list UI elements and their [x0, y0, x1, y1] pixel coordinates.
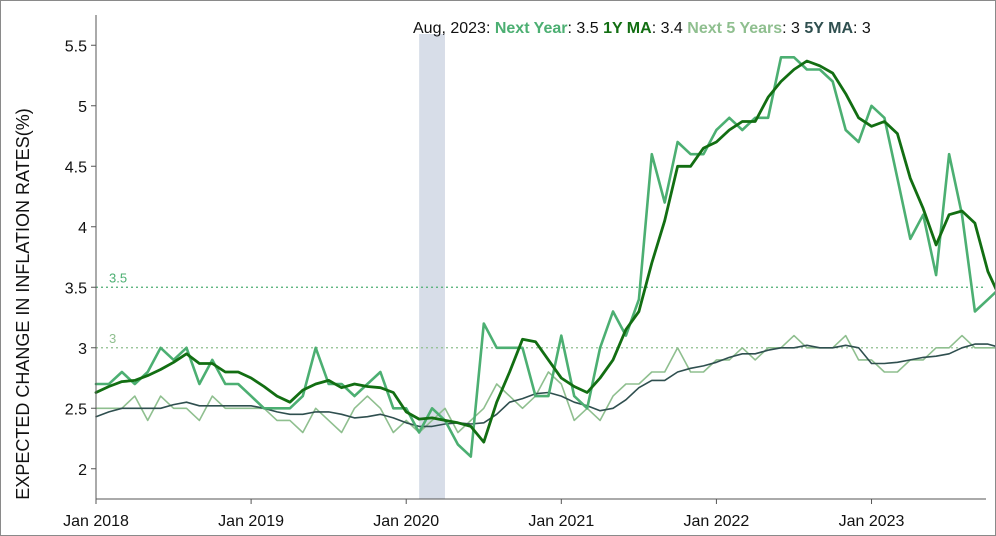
x-tick-label: Jan 2019: [218, 513, 284, 530]
legend-value-1y-ma: : 3.4: [652, 20, 688, 37]
y-tick-label: 4: [78, 220, 87, 237]
y-tick-label: 3.5: [65, 280, 87, 297]
x-ticks: Jan 2018 Jan 2019 Jan 2020 Jan 2021 Jan 2022…: [63, 499, 905, 530]
y-tick-label: 4.5: [65, 159, 87, 176]
axes-layer: [95, 15, 986, 500]
legend-value-next-5-years: : 3: [782, 20, 804, 37]
series-line-1y-ma: [94, 59, 995, 444]
legend-value-next-year: : 3.5: [568, 20, 604, 37]
series-line-next-5-years: [95, 334, 995, 434]
x-tick-label: Jan 2020: [373, 513, 439, 530]
y-ticks: 2 2.5 3 3.5 4 4.5 5 5.5: [65, 38, 96, 479]
legend: Aug, 2023: Next Year: 3.5 1Y MA: 3.4 Nex…: [413, 20, 871, 37]
y-tick-label: 3: [78, 341, 87, 358]
legend-name-next-year: Next Year: [495, 20, 568, 37]
x-tick-label: Jan 2022: [683, 513, 749, 530]
series-layer: [94, 55, 995, 458]
y-tick-label: 5.5: [65, 38, 87, 55]
y-axis-label: EXPECTED CHANGE IN INFLATION RATES(%): [13, 108, 33, 499]
x-tick-label: Jan 2021: [528, 513, 594, 530]
y-tick-label: 5: [78, 99, 87, 116]
reference-lines-layer: 3.53: [96, 270, 986, 349]
legend-name-1y-ma: 1Y MA: [603, 20, 652, 37]
x-tick-label: Jan 2018: [63, 513, 129, 530]
legend-name-next-5-years: Next 5 Years: [687, 20, 782, 37]
reference-line-label-0: 3.5: [109, 270, 127, 285]
reference-line-label-1: 3: [109, 331, 116, 346]
legend-name-5y-ma: 5Y MA: [804, 20, 853, 37]
legend-date: Aug, 2023:: [413, 20, 495, 37]
series-line-next-year: [94, 55, 995, 458]
x-tick-label: Jan 2023: [839, 513, 905, 530]
y-tick-label: 2: [78, 462, 87, 479]
legend-value-5y-ma: : 3: [853, 20, 871, 37]
y-tick-label: 2.5: [65, 401, 87, 418]
